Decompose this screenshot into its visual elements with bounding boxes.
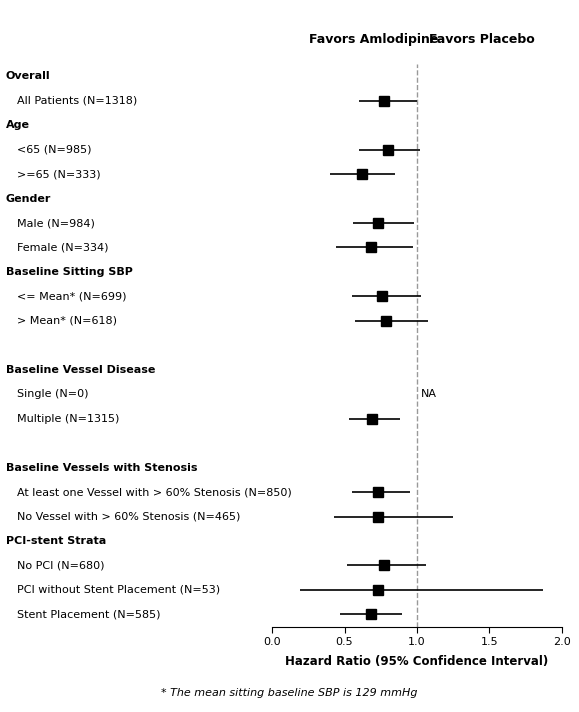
Text: At least one Vessel with > 60% Stenosis (N=850): At least one Vessel with > 60% Stenosis … [17,487,292,497]
Text: Baseline Vessels with Stenosis: Baseline Vessels with Stenosis [6,463,197,473]
Text: NA: NA [421,389,437,399]
Text: PCI without Stent Placement (N=53): PCI without Stent Placement (N=53) [17,585,221,595]
Text: Baseline Vessel Disease: Baseline Vessel Disease [6,365,155,375]
X-axis label: Hazard Ratio (95% Confidence Interval): Hazard Ratio (95% Confidence Interval) [285,655,548,669]
Text: Favors Amlodipine: Favors Amlodipine [309,33,438,46]
Text: Stent Placement (N=585): Stent Placement (N=585) [17,609,161,619]
Text: Overall: Overall [6,71,50,81]
Text: <65 (N=985): <65 (N=985) [17,145,92,155]
Text: Baseline Sitting SBP: Baseline Sitting SBP [6,267,133,277]
Text: > Mean* (N=618): > Mean* (N=618) [17,316,118,326]
Text: Single (N=0): Single (N=0) [17,389,89,399]
Text: Male (N=984): Male (N=984) [17,218,95,228]
Text: Female (N=334): Female (N=334) [17,243,109,253]
Text: * The mean sitting baseline SBP is 129 mmHg: * The mean sitting baseline SBP is 129 m… [161,688,418,698]
Text: Gender: Gender [6,194,51,204]
Text: No PCI (N=680): No PCI (N=680) [17,560,105,570]
Text: >=65 (N=333): >=65 (N=333) [17,169,101,179]
Text: No Vessel with > 60% Stenosis (N=465): No Vessel with > 60% Stenosis (N=465) [17,511,241,521]
Text: Age: Age [6,120,30,130]
Text: <= Mean* (N=699): <= Mean* (N=699) [17,291,127,301]
Text: All Patients (N=1318): All Patients (N=1318) [17,95,138,106]
Text: Multiple (N=1315): Multiple (N=1315) [17,414,120,424]
Text: PCI-stent Strata: PCI-stent Strata [6,536,106,546]
Text: Favors Placebo: Favors Placebo [429,33,535,46]
